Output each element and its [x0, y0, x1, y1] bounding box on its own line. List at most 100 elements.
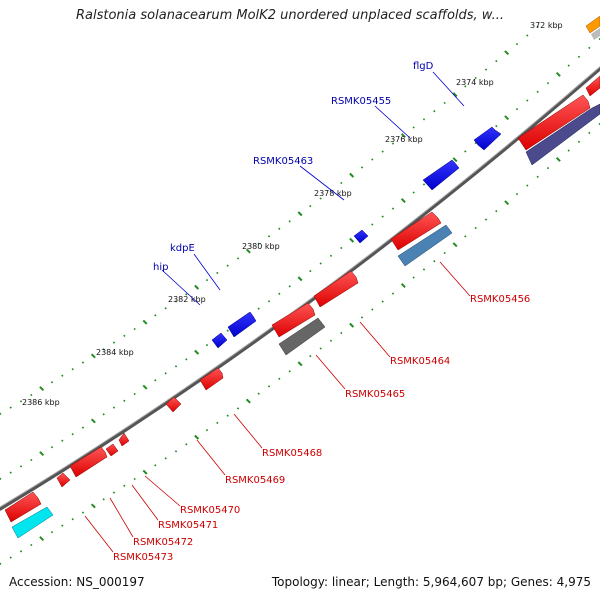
track-dot	[19, 550, 23, 553]
gene-label-RSMK05468[interactable]: RSMK05468	[262, 448, 322, 459]
track-dot	[546, 81, 550, 85]
track-dot	[174, 300, 178, 303]
gene-arrow-RSMK05465[interactable]	[271, 302, 316, 338]
gene-arrow-RSMK05456[interactable]	[390, 211, 442, 251]
gene-arrow-RSMK05473[interactable]	[56, 472, 71, 488]
track-dot	[555, 156, 561, 162]
gene-arrow-red-left[interactable]	[4, 491, 42, 523]
track-dot	[297, 211, 303, 217]
track-dot	[267, 235, 271, 238]
tick-label: 2376 kbp	[385, 135, 423, 144]
track-dot	[112, 341, 116, 344]
track-dot	[360, 316, 364, 319]
track-dot	[9, 556, 12, 559]
gene-label-RSMK05464[interactable]: RSMK05464	[390, 356, 450, 367]
track-dot	[391, 142, 395, 145]
gene-arrow-kdpE[interactable]	[227, 311, 257, 338]
track-dot	[236, 407, 240, 410]
track-dot	[536, 25, 539, 28]
feature-gray[interactable]	[278, 317, 326, 356]
gene-arrow-RSMK05464[interactable]	[313, 270, 359, 308]
gene-arrow-red-large[interactable]	[517, 94, 591, 151]
chromosome-backbone	[0, 66, 600, 512]
feature-orange[interactable]	[585, 15, 600, 34]
track-dot	[400, 133, 406, 139]
track-dot	[412, 191, 415, 194]
track-dot	[81, 426, 85, 429]
track-dot	[381, 150, 384, 153]
track-dot	[422, 118, 426, 121]
track-dot	[340, 181, 343, 185]
gene-label-RSMK05465[interactable]: RSMK05465	[345, 389, 405, 400]
track-dot	[71, 368, 74, 371]
track-dot	[360, 166, 364, 169]
track-dot	[567, 149, 570, 152]
track-dot	[297, 361, 303, 367]
gene-label-RSMK05471[interactable]: RSMK05471	[158, 520, 218, 531]
reverse-track-dots	[0, 122, 600, 565]
track-dot	[174, 450, 178, 453]
gene-label-hip[interactable]: hip	[153, 262, 168, 273]
track-dot	[123, 399, 126, 402]
track-dot	[61, 374, 64, 377]
gene-label-flgD[interactable]: flgD	[413, 61, 434, 72]
gene-arrow-RSMK05455[interactable]	[422, 159, 460, 191]
gene-label-RSMK05456[interactable]: RSMK05456	[470, 294, 530, 305]
track-dot	[71, 518, 74, 521]
gene-arrow-RSMK05470[interactable]	[118, 432, 130, 447]
track-dot	[278, 227, 281, 230]
gene-arrow-RSMK05463[interactable]	[353, 229, 369, 244]
track-dot	[164, 372, 167, 375]
track-dot	[452, 92, 458, 98]
track-dot	[39, 536, 45, 542]
track-dot	[194, 434, 200, 440]
track-dot	[50, 446, 54, 449]
track-dot	[536, 175, 539, 178]
track-dot	[504, 115, 510, 121]
gene-arrow-RSMK05468[interactable]	[199, 367, 224, 391]
track-dot	[102, 348, 105, 351]
track-dot	[412, 276, 415, 279]
gene-label-RSMK05470[interactable]: RSMK05470	[180, 505, 240, 516]
gene-arrow-hip[interactable]	[211, 332, 228, 349]
feature-steel[interactable]	[397, 224, 453, 267]
track-dot	[164, 307, 167, 310]
track-dot	[391, 292, 395, 295]
track-dot	[216, 271, 219, 275]
track-dot	[297, 276, 303, 282]
gene-arrow-flgD[interactable]	[473, 126, 502, 151]
ruler-ticks	[0, 25, 539, 415]
tick-label: 2374 kbp	[456, 78, 494, 87]
feature-cyan[interactable]	[11, 506, 54, 539]
track-dot	[102, 498, 105, 501]
track-dot	[309, 204, 312, 208]
gene-arrow-RSMK05472[interactable]	[69, 446, 108, 478]
track-dot	[400, 198, 406, 204]
feature-slate[interactable]	[525, 103, 600, 166]
track-dot	[257, 242, 260, 245]
gene-label-RSMK05455[interactable]: RSMK05455	[331, 96, 391, 107]
gene-label-RSMK05472[interactable]: RSMK05472	[133, 537, 193, 548]
track-dot	[112, 491, 116, 494]
gene-label-RSMK05473[interactable]: RSMK05473	[113, 552, 173, 563]
track-dot	[288, 285, 291, 288]
gene-label-kdpE[interactable]: kdpE	[170, 243, 195, 254]
track-dot	[194, 284, 200, 290]
track-dot	[30, 543, 33, 547]
track-dot	[81, 511, 85, 514]
track-dot	[288, 220, 291, 223]
track-dot	[319, 197, 322, 200]
track-dot	[515, 192, 519, 196]
track-dot	[474, 141, 477, 145]
track-dot	[0, 562, 2, 565]
tick-label: 2386 kbp	[22, 398, 60, 407]
gene-arrow-RSMK05471[interactable]	[105, 443, 119, 457]
track-dot	[567, 64, 570, 67]
track-dot	[90, 353, 96, 359]
gene-label-RSMK05469[interactable]: RSMK05469	[225, 475, 285, 486]
gene-arrow-red-top-right[interactable]	[585, 75, 600, 97]
gene-label-RSMK05463[interactable]: RSMK05463	[253, 156, 313, 167]
gene-arrow-RSMK05469[interactable]	[165, 396, 182, 413]
feature-gray-top[interactable]	[591, 28, 600, 40]
